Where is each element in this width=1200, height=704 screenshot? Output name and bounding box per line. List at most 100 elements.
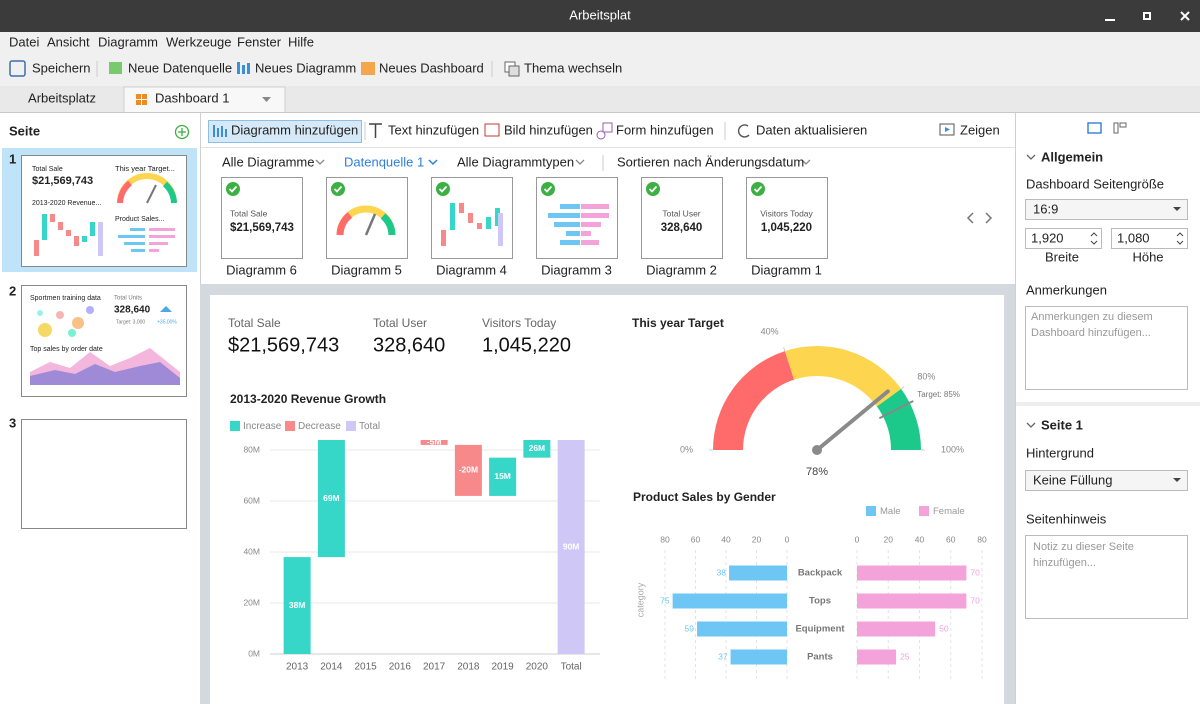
gallery-next[interactable] [985, 212, 993, 224]
data-label: 70 [970, 567, 980, 577]
x-tick-label: 2018 [457, 662, 480, 673]
filter-chevron[interactable] [801, 159, 811, 165]
check-mark [648, 185, 658, 193]
legend-label: Total [359, 421, 380, 432]
hint-placeholder: Notiz zu dieser Seite hinzufügen... [1033, 541, 1134, 569]
width-input[interactable] [1025, 228, 1102, 249]
active-button[interactable] [208, 120, 362, 143]
card-bar [468, 213, 473, 223]
kpi-label: Total Sale [228, 316, 281, 330]
toolbar-button[interactable]: Neue Datenquelle [128, 60, 232, 75]
layout-tab[interactable] [1113, 122, 1119, 134]
background-select[interactable] [1025, 470, 1188, 491]
menu-item[interactable]: Fenster [237, 34, 282, 49]
menu-item[interactable]: Hilfe [288, 34, 314, 49]
card-bar [459, 203, 464, 213]
editor-action[interactable]: Daten aktualisieren [756, 122, 867, 137]
needle-hub [812, 445, 822, 455]
thumb-gauge [117, 180, 133, 204]
page-number: 3 [9, 415, 16, 430]
page-thumbnail[interactable] [21, 155, 187, 267]
collapse-chevron[interactable] [1026, 422, 1036, 428]
gauge-needle [815, 389, 890, 452]
page-thumbnail[interactable] [21, 419, 187, 529]
active-tab[interactable] [123, 86, 286, 114]
filter[interactable]: Datenquelle 1 [344, 154, 424, 169]
hint-textarea[interactable] [1025, 535, 1188, 619]
thumb-text: Product Sales... [115, 216, 164, 223]
settings-tab[interactable] [1087, 122, 1102, 134]
spinner[interactable] [1090, 232, 1098, 245]
bar [857, 621, 936, 637]
add-page-button[interactable] [174, 124, 190, 140]
check-mark [543, 185, 553, 193]
card-bar [477, 223, 482, 229]
card-bar [498, 213, 503, 246]
filter-chevron[interactable] [315, 159, 325, 165]
field-label: Hintergrund [1026, 445, 1094, 460]
x-tick-label: 60 [946, 534, 956, 544]
x-tick-label: 80 [977, 534, 987, 544]
section-title[interactable]: Seite 1 [1041, 417, 1083, 432]
editor-action[interactable]: Text hinzufügen [388, 122, 479, 137]
present-button[interactable]: Zeigen [960, 122, 1000, 137]
tab-dropdown[interactable] [262, 97, 271, 102]
maximize-button[interactable] [1143, 12, 1151, 20]
card-gauge [380, 213, 396, 236]
bar [489, 457, 517, 496]
filter[interactable]: Alle Diagramme [222, 154, 314, 169]
filter[interactable]: Sortieren nach Änderungsdatum [617, 154, 804, 169]
menu-item[interactable]: Werkzeuge [166, 34, 232, 49]
tab[interactable]: Arbeitsplatz [28, 90, 96, 105]
thumb-text: 328,640 [114, 305, 151, 316]
y-tick-label: 60M [243, 495, 260, 505]
input-value[interactable]: 1,080 [1117, 230, 1150, 245]
card-label: Diagramm 4 [436, 262, 507, 277]
card-title: Total User [662, 208, 700, 218]
kpi-value: $21,569,743 [228, 334, 339, 356]
editor-action[interactable]: Bild hinzufügen [504, 122, 593, 137]
thumb-text: Target: 3,000 [116, 319, 145, 325]
check-mark [228, 185, 238, 193]
check-badge [646, 182, 660, 196]
filter-chevron[interactable] [575, 159, 585, 165]
collapse-chevron[interactable] [1026, 154, 1036, 160]
spinner[interactable] [1176, 232, 1184, 245]
filter-chevron[interactable] [428, 159, 438, 166]
check-mark [753, 185, 763, 193]
bar [420, 440, 448, 445]
close-button[interactable] [1180, 11, 1190, 21]
filter[interactable]: Alle Diagrammtypen [457, 154, 574, 169]
height-input[interactable] [1111, 228, 1188, 249]
section-title[interactable]: Allgemein [1041, 149, 1103, 164]
menu-item[interactable]: Diagramm [98, 34, 158, 49]
select-value[interactable]: Keine Füllung [1033, 472, 1113, 487]
thumb-text: Total Sale [32, 166, 63, 173]
thumb-text: Sportmen training data [30, 295, 101, 302]
editor-action[interactable]: Form hinzufügen [616, 122, 714, 137]
gauge-tick-label: 80% [917, 371, 935, 381]
toolbar-button[interactable]: Neues Diagramm [255, 60, 356, 75]
select-value[interactable]: 16:9 [1033, 201, 1058, 216]
notes-textarea[interactable] [1025, 306, 1188, 390]
x-tick-label: 40 [915, 534, 925, 544]
select-arrow [1173, 478, 1181, 482]
input-value[interactable]: 1,920 [1031, 230, 1064, 245]
x-tick-label: Total [561, 662, 582, 673]
field-label: Anmerkungen [1026, 282, 1107, 297]
legend-label: Increase [243, 421, 282, 432]
menu-item[interactable]: Ansicht [47, 34, 90, 49]
size-select[interactable] [1025, 199, 1188, 220]
editor-action[interactable]: Diagramm hinzufügen [231, 122, 358, 137]
toolbar-button[interactable]: Thema wechseln [524, 60, 622, 75]
card-bar [560, 204, 580, 209]
layout-tab[interactable] [1119, 122, 1127, 128]
tab[interactable]: Dashboard 1 [155, 90, 229, 105]
menu-item[interactable]: Datei [9, 34, 39, 49]
gauge-band [876, 388, 921, 450]
section-divider [1016, 402, 1200, 406]
gallery-prev[interactable] [966, 212, 974, 224]
category-label: Backpack [798, 568, 843, 579]
toolbar-button[interactable]: Speichern [32, 60, 91, 75]
toolbar-button[interactable]: Neues Dashboard [379, 60, 484, 75]
